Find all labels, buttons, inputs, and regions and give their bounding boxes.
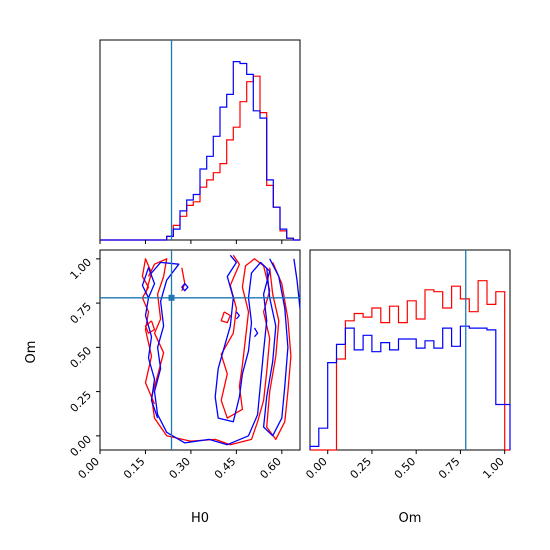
contour-x-tick-label-4: 0.60 [257, 455, 284, 482]
contour-series [141, 254, 301, 446]
h0-hist-step-0 [100, 75, 300, 241]
panel-h0-om-contour: 0.00 0.15 0.30 0.45 0.60 0.00 0.25 0.50 0.75 1.0… [24, 249, 301, 526]
om-hist-x-tick-label-0: 0.00 [303, 455, 330, 482]
h0-hist-step-1 [100, 61, 300, 241]
om-hist-x-tick-label-4: 1.00 [480, 455, 507, 482]
contour-line-1-2 [293, 258, 301, 309]
panel-h0-histogram [99, 39, 301, 244]
om-hist-step-1 [309, 325, 511, 450]
contour-truth-marker [168, 294, 175, 301]
contour-line-0-0 [147, 254, 271, 446]
contour-line-1-1 [262, 258, 289, 437]
contour-y-tick-label-3: 0.75 [68, 300, 95, 327]
contour-line-1-5 [235, 311, 241, 320]
contour-y-tick-label-0: 0.00 [68, 433, 95, 460]
contour-x-tick-label-1: 0.15 [121, 455, 148, 482]
contour-x-tick-label-3: 0.45 [212, 455, 239, 482]
panel-om-histogram-frame [309, 249, 511, 451]
contour-y-axis-title: Om [24, 341, 39, 364]
contour-y-tick-label-2: 0.50 [68, 344, 95, 371]
h0-histogram-series [100, 61, 300, 241]
om-hist-step-0 [310, 280, 510, 451]
panel-om-histogram: 0.00 0.25 0.50 0.75 1.00 Om [303, 249, 511, 526]
contour-x-axis-title: H0 [191, 511, 209, 526]
contour-y-tick-label-1: 0.25 [68, 389, 95, 416]
contour-line-1-3 [141, 267, 159, 419]
h0-histogram-x-ticks [99, 240, 283, 244]
om-hist-x-tick-label-1: 0.25 [348, 455, 375, 482]
contour-y-tick-label-4: 1.00 [68, 256, 95, 283]
contour-line-1-0 [151, 254, 271, 446]
contour-line-1-6 [253, 327, 259, 338]
contour-truth-lines [100, 250, 300, 450]
contour-line-0-1 [266, 262, 292, 441]
om-hist-x-tick-label-3: 0.75 [436, 455, 463, 482]
contour-x-tick-label-2: 0.30 [167, 455, 194, 482]
om-histogram-x-axis-title: Om [399, 511, 422, 526]
contour-x-ticks: 0.00 0.15 0.30 0.45 0.60 [76, 450, 284, 481]
panel-h0-histogram-frame [99, 39, 301, 241]
contour-y-ticks: 0.00 0.25 0.50 0.75 1.00 [68, 256, 100, 460]
contour-line-0-5 [220, 311, 231, 324]
om-histogram-x-ticks: 0.00 0.25 0.50 0.75 1.00 [303, 450, 507, 481]
contour-x-tick-label-0: 0.00 [76, 455, 103, 482]
contour-line-1-4 [181, 283, 189, 292]
om-hist-x-tick-label-2: 0.50 [392, 455, 419, 482]
panel-h0-om-contour-frame [99, 249, 301, 451]
om-histogram-series [309, 280, 511, 451]
